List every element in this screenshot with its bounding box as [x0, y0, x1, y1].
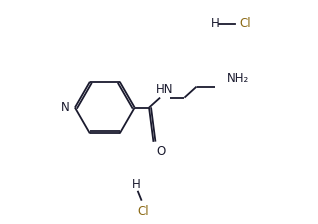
- Text: H: H: [211, 17, 220, 30]
- Text: O: O: [157, 145, 166, 158]
- Text: N: N: [61, 101, 70, 114]
- Text: NH₂: NH₂: [226, 72, 249, 85]
- Text: H: H: [131, 178, 140, 191]
- Text: HN: HN: [156, 83, 173, 96]
- Text: Cl: Cl: [138, 205, 149, 218]
- Text: Cl: Cl: [240, 17, 251, 30]
